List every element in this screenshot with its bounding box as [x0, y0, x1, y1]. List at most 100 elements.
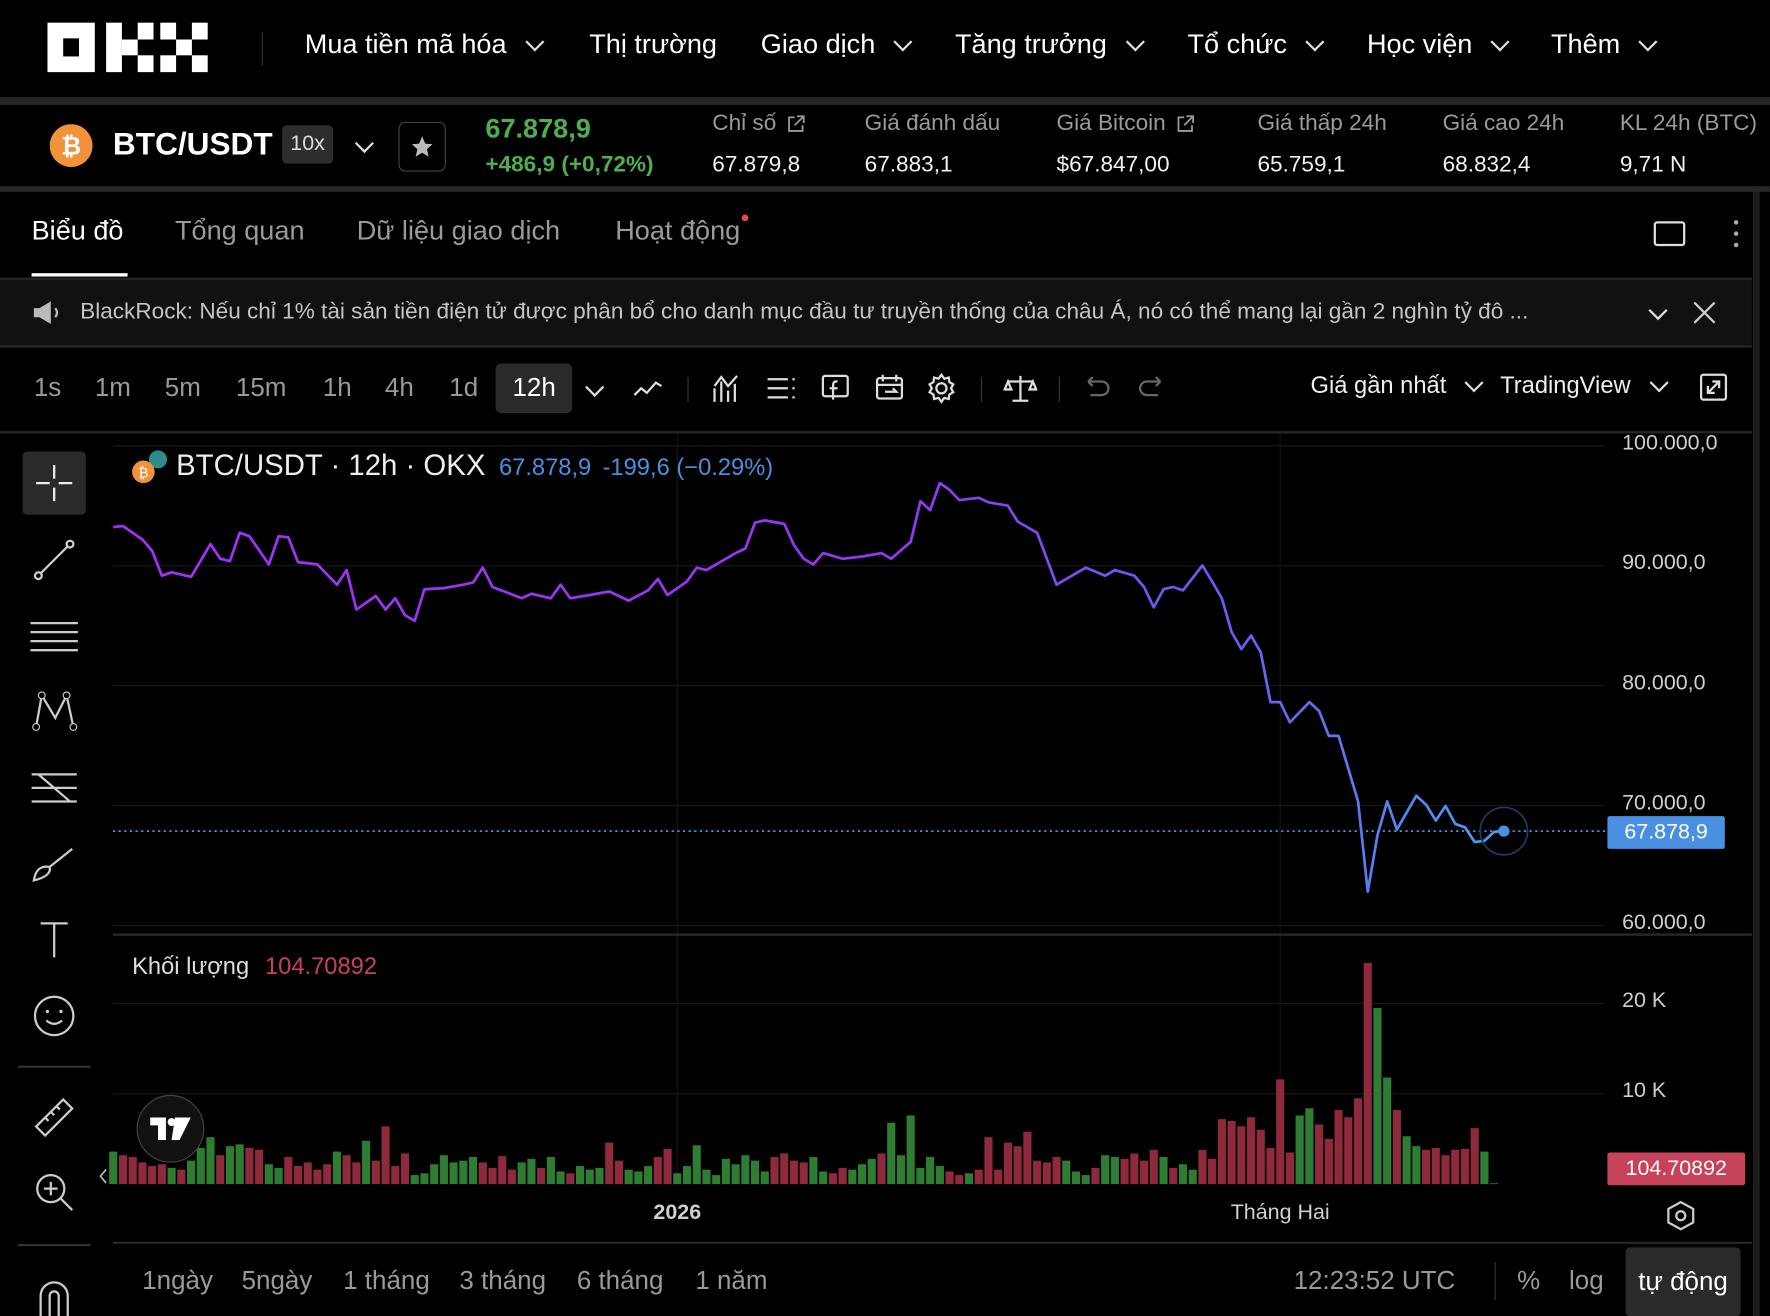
interval-4h[interactable]: 4h: [384, 372, 414, 402]
magnet-icon: [39, 1281, 69, 1316]
range-button[interactable]: 1 năm: [695, 1265, 768, 1295]
list-settings-icon[interactable]: [765, 373, 797, 405]
external-link-icon[interactable]: [785, 113, 805, 133]
stat-label-row: KL 24h (BTC): [1620, 111, 1757, 137]
undo-icon[interactable]: [1081, 373, 1113, 405]
volume-bar: [439, 1155, 448, 1185]
trendline-tool[interactable]: [23, 528, 86, 591]
tab-1[interactable]: Tổng quan: [174, 215, 305, 247]
volume-bar: [391, 1166, 400, 1185]
interval-5m[interactable]: 5m: [164, 372, 201, 402]
nav-item[interactable]: Tăng trưởng: [955, 29, 1145, 61]
layout-toggle-button[interactable]: [1653, 221, 1686, 247]
interval-1s[interactable]: 1s: [33, 372, 62, 402]
nav-item[interactable]: Mua tiền mã hóa: [305, 29, 545, 61]
horizontal-lines-icon: [30, 621, 78, 652]
tab-3[interactable]: Hoạt động: [615, 215, 741, 247]
bitcoin-icon: ₿: [49, 124, 93, 168]
interval-1m[interactable]: 1m: [94, 372, 131, 402]
settings-hex-icon[interactable]: [1665, 1200, 1697, 1232]
nav-item[interactable]: Thêm: [1551, 29, 1658, 61]
zoom-tool[interactable]: [23, 1160, 86, 1223]
divider: [980, 377, 983, 402]
volume-bar: [225, 1146, 235, 1185]
range-button[interactable]: 1 tháng: [343, 1265, 430, 1295]
pair-name[interactable]: BTC/USDT: [112, 126, 273, 162]
tradingview-logo[interactable]: [136, 1094, 205, 1163]
magnet-tool[interactable]: [23, 1264, 86, 1316]
interval-12h[interactable]: 12h: [512, 372, 556, 402]
interval-1d[interactable]: 1d: [449, 372, 479, 402]
volume-bar: [1256, 1129, 1265, 1185]
volume-badge: 104.70892: [1607, 1152, 1746, 1186]
leverage-badge[interactable]: 10x: [282, 125, 333, 164]
brush-tool[interactable]: [23, 833, 86, 896]
interval-15m[interactable]: 15m: [235, 372, 287, 402]
tab-2[interactable]: Dữ liệu giao dịch: [356, 215, 561, 247]
nav-item[interactable]: Giao dịch: [761, 29, 913, 61]
auto-scale-toggle[interactable]: tự động: [1625, 1247, 1741, 1316]
stat-label-row: Giá cao 24h: [1443, 111, 1565, 137]
volume-bar: [1334, 1110, 1343, 1185]
nav-item[interactable]: Thị trường: [589, 29, 717, 61]
external-link-icon[interactable]: [1175, 113, 1195, 133]
emoji-tool[interactable]: [23, 984, 86, 1047]
volume-bar: [945, 1171, 954, 1185]
volume-bar: [546, 1157, 555, 1185]
gear-icon[interactable]: [926, 372, 958, 405]
crosshair-tool[interactable]: [22, 451, 86, 515]
tab-0[interactable]: Biểu đồ: [31, 215, 124, 247]
nav-item[interactable]: Học viện: [1367, 29, 1510, 61]
more-vertical-icon[interactable]: [1729, 218, 1743, 250]
range-button[interactable]: 1ngày: [142, 1265, 213, 1295]
measure-tool[interactable]: [23, 1086, 86, 1149]
volume-bar: [449, 1162, 458, 1185]
replay-icon[interactable]: [874, 373, 906, 405]
volume-bar: [1101, 1155, 1110, 1185]
volume-bar: [780, 1153, 789, 1185]
volume-bar: [575, 1166, 585, 1185]
clock[interactable]: 12:23:52 UTC: [1293, 1265, 1456, 1295]
range-button[interactable]: 5ngày: [241, 1265, 313, 1295]
pattern-tool[interactable]: [23, 680, 86, 743]
chart-provider-select[interactable]: TradingView: [1500, 373, 1669, 400]
scroll-left-chevron-icon[interactable]: [97, 1167, 108, 1185]
redo-icon[interactable]: [1136, 373, 1168, 405]
fib-tool[interactable]: [23, 605, 86, 668]
volume-bar: [410, 1175, 419, 1185]
divider: [18, 1065, 91, 1068]
announcement-text[interactable]: BlackRock: Nếu chỉ 1% tài sản tiền điện …: [80, 299, 1529, 324]
scrollbar[interactable]: [1753, 191, 1760, 1316]
volume-axis-label: 10 K: [1622, 1079, 1667, 1103]
projection-tool[interactable]: [23, 756, 86, 819]
line-chart-type-icon[interactable]: [632, 373, 664, 405]
nav-item[interactable]: Tổ chức: [1187, 29, 1325, 61]
volume-bar: [721, 1158, 730, 1185]
range-button[interactable]: 6 tháng: [576, 1265, 664, 1295]
price-type-select[interactable]: Giá gần nhất: [1311, 373, 1484, 400]
volume-bar: [303, 1162, 312, 1185]
fullscreen-icon[interactable]: [1699, 373, 1728, 402]
pair-logo-icon: ₿: [132, 450, 168, 484]
volume-bar: [760, 1171, 769, 1185]
close-icon[interactable]: [1692, 300, 1717, 325]
balance-scale-icon[interactable]: [1003, 373, 1038, 405]
range-button[interactable]: 3 tháng: [459, 1265, 547, 1295]
text-tool[interactable]: [23, 908, 86, 971]
volume-bar: [1480, 1151, 1489, 1185]
volume-bar: [1071, 1171, 1081, 1185]
divider: [0, 345, 1752, 348]
okx-logo[interactable]: [47, 22, 210, 73]
favorite-button[interactable]: [398, 121, 446, 172]
log-toggle[interactable]: log: [1569, 1265, 1604, 1295]
volume-bar: [605, 1142, 614, 1185]
divider: [0, 431, 1752, 434]
stat-label: Giá thấp 24h: [1257, 110, 1387, 136]
volume-bar: [1178, 1164, 1188, 1185]
function-icon[interactable]: [820, 373, 852, 405]
stat-label: KL 24h (BTC): [1619, 110, 1758, 136]
interval-1h[interactable]: 1h: [322, 372, 352, 402]
percent-toggle[interactable]: %: [1517, 1265, 1541, 1295]
indicators-icon[interactable]: [711, 373, 743, 405]
